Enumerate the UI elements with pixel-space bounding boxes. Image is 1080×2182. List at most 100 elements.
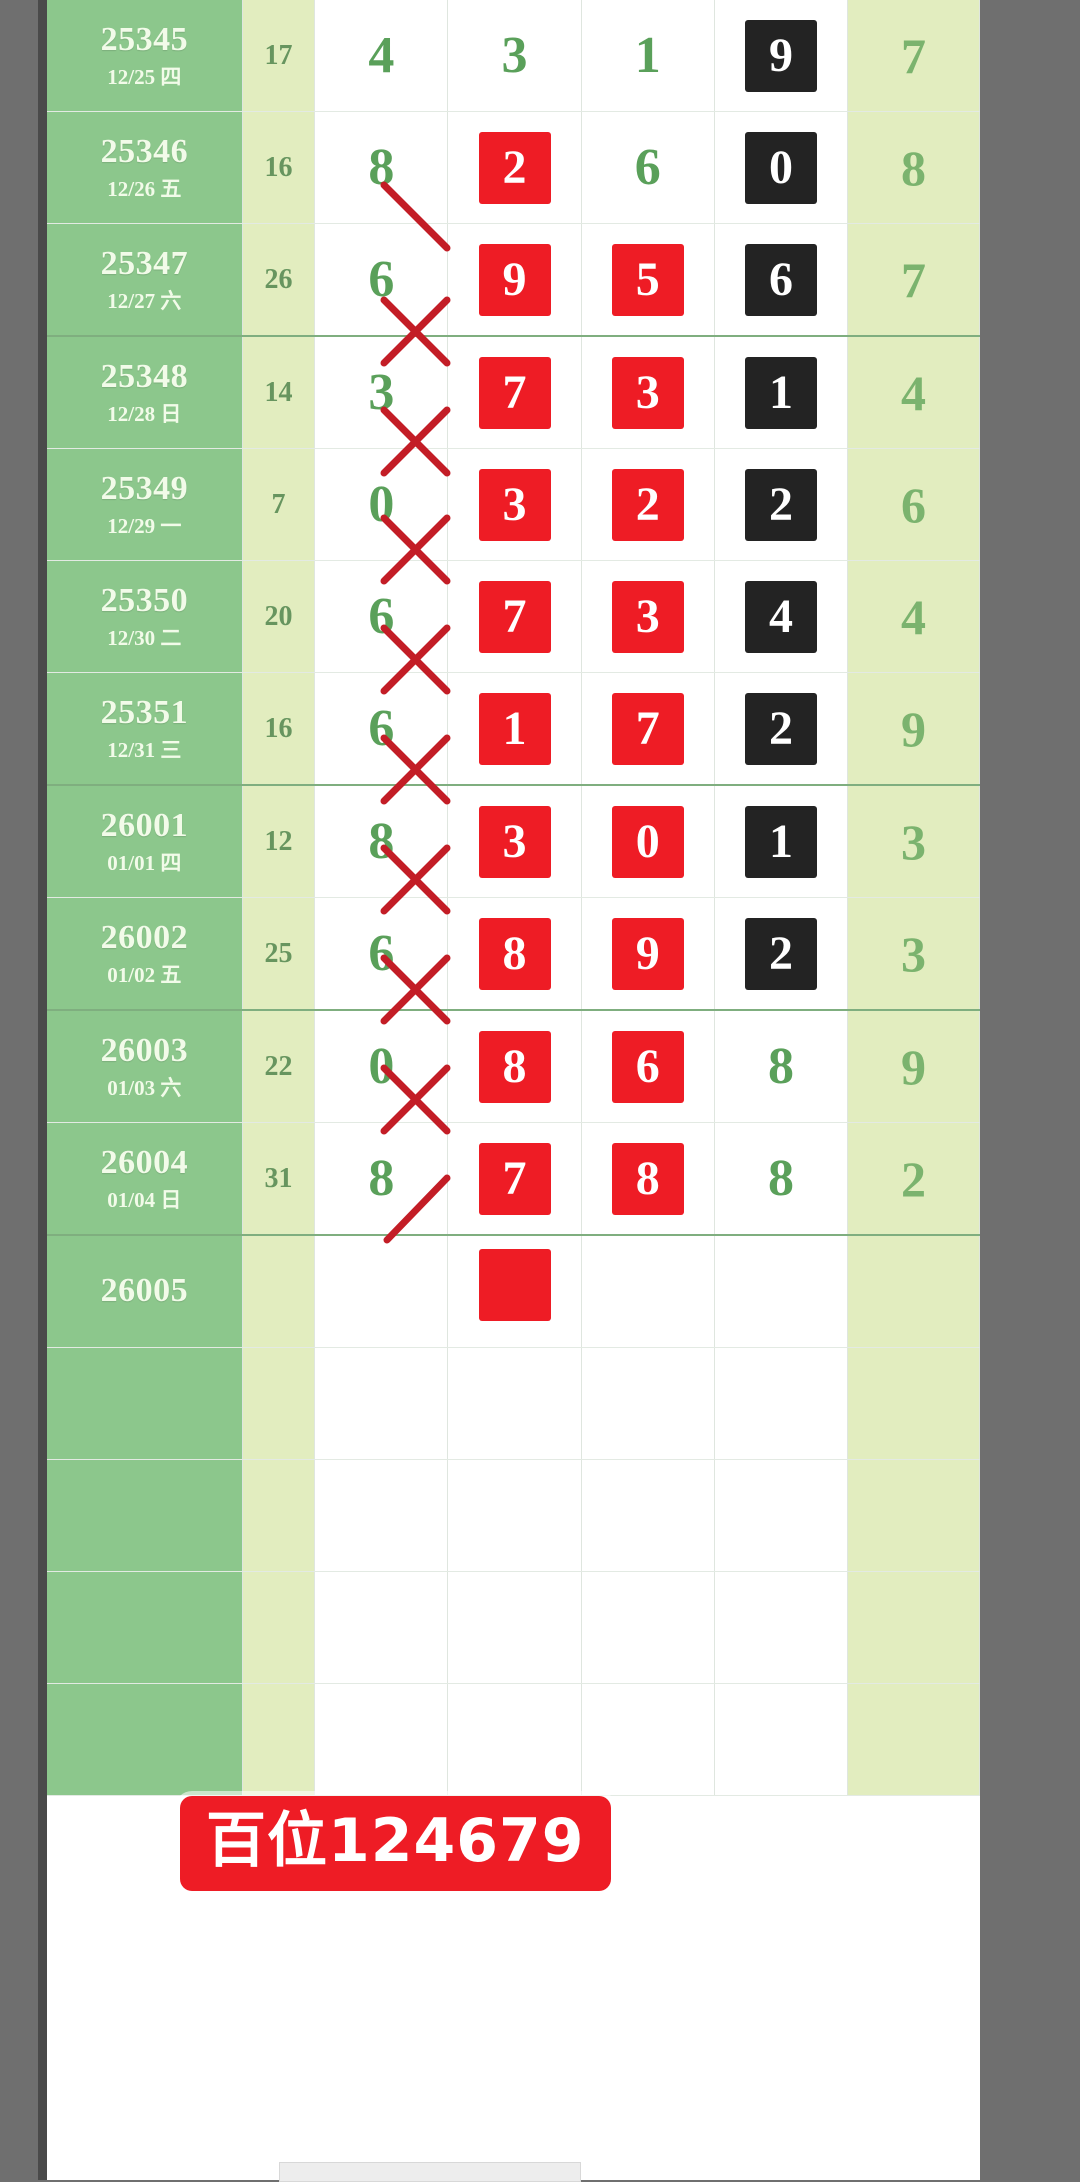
digit-cell-4[interactable]: 1 bbox=[714, 785, 849, 898]
digit-cell-3[interactable]: 6 bbox=[581, 111, 715, 224]
table-row[interactable]: 25346 12/26 五 16 8 2 6 0 8 bbox=[47, 111, 980, 224]
digit-value: 4 bbox=[368, 27, 395, 84]
prediction-banner[interactable]: 百位124679 bbox=[180, 1796, 611, 1891]
digit-cell-1[interactable]: 8 bbox=[314, 1122, 449, 1236]
issue-cell[interactable]: 26005 bbox=[47, 1235, 243, 1348]
digit-cell-3[interactable]: 5 bbox=[581, 223, 715, 337]
digit-cell-2[interactable]: 2 bbox=[447, 111, 582, 224]
table-row[interactable]: 26003 01/03 六 22 0 8 6 8 9 bbox=[47, 1010, 980, 1123]
digit-cell-3[interactable]: 6 bbox=[581, 1010, 715, 1123]
digit-box-red: 9 bbox=[611, 917, 684, 990]
digit-cell-4[interactable]: 6 bbox=[714, 223, 849, 337]
table-row[interactable]: 26001 01/01 四 12 8 3 0 1 3 bbox=[47, 785, 980, 898]
digit-cell-1[interactable]: 6 bbox=[314, 672, 449, 786]
digit-cell-1[interactable]: 4 bbox=[314, 0, 449, 112]
empty-digit-cell-3 bbox=[581, 1571, 715, 1684]
digit-value: 0 bbox=[368, 476, 395, 533]
table-row[interactable]: 25348 12/28 日 14 3 7 3 1 4 bbox=[47, 336, 980, 449]
digit-cell-2[interactable]: 3 bbox=[447, 785, 582, 898]
digit-cell-3[interactable]: 7 bbox=[581, 672, 715, 786]
digit-cell-2[interactable]: 3 bbox=[447, 448, 582, 561]
last-digit-cell: 7 bbox=[847, 0, 980, 112]
table-row[interactable]: 26005 bbox=[47, 1235, 980, 1348]
digit-cell-1[interactable]: 3 bbox=[314, 336, 449, 449]
digit-box-red: 3 bbox=[611, 356, 684, 429]
digit-cell-3[interactable]: 0 bbox=[581, 785, 715, 898]
digit-cell-1[interactable]: 6 bbox=[314, 223, 449, 337]
issue-cell[interactable]: 26001 01/01 四 bbox=[47, 785, 243, 898]
digit-cell-2[interactable]: 8 bbox=[447, 1010, 582, 1123]
table-row[interactable]: 25351 12/31 三 16 6 1 7 2 9 bbox=[47, 672, 980, 786]
issue-number: 25348 bbox=[100, 358, 189, 396]
digit-cell-4[interactable]: 1 bbox=[714, 336, 849, 449]
issue-cell[interactable]: 25345 12/25 四 bbox=[47, 0, 243, 112]
digit-cell-3[interactable]: 8 bbox=[581, 1122, 715, 1236]
empty-last-cell bbox=[847, 1683, 980, 1796]
issue-number: 26005 bbox=[100, 1272, 189, 1310]
table-row[interactable]: 26004 01/04 日 31 8 7 8 8 2 bbox=[47, 1122, 980, 1236]
sum-cell: 12 bbox=[242, 785, 316, 898]
empty-digit-cell-3 bbox=[581, 1347, 715, 1460]
digit-cell-2[interactable]: 7 bbox=[447, 1122, 582, 1236]
digit-cell-2[interactable]: 3 bbox=[447, 0, 582, 112]
digit-cell-2[interactable] bbox=[447, 1235, 582, 1348]
empty-last-cell bbox=[847, 1571, 980, 1684]
digit-cell-4[interactable]: 0 bbox=[714, 111, 849, 224]
digit-cell-3[interactable]: 9 bbox=[581, 897, 715, 1011]
digit-cell-4[interactable]: 4 bbox=[714, 560, 849, 673]
issue-cell[interactable]: 25351 12/31 三 bbox=[47, 672, 243, 786]
digit-cell-4[interactable]: 9 bbox=[714, 0, 849, 112]
digit-cell-1 bbox=[314, 1235, 449, 1348]
digit-box-red: 2 bbox=[611, 468, 684, 541]
issue-cell[interactable]: 26002 01/02 五 bbox=[47, 897, 243, 1011]
digit-cell-1[interactable]: 6 bbox=[314, 897, 449, 1011]
digit-cell-3[interactable]: 3 bbox=[581, 560, 715, 673]
digit-cell-1[interactable]: 8 bbox=[314, 111, 449, 224]
digit-cell-1[interactable]: 6 bbox=[314, 560, 449, 673]
table-row[interactable]: 25350 12/30 二 20 6 7 3 4 4 bbox=[47, 560, 980, 673]
issue-number: 25350 bbox=[100, 582, 189, 620]
issue-cell[interactable]: 25350 12/30 二 bbox=[47, 560, 243, 673]
digit-cell-2[interactable]: 9 bbox=[447, 223, 582, 337]
issue-cell[interactable]: 25347 12/27 六 bbox=[47, 223, 243, 337]
digit-box-black: 2 bbox=[744, 692, 817, 765]
digit-cell-3[interactable]: 2 bbox=[581, 448, 715, 561]
table-row[interactable]: 25345 12/25 四 17 4 3 1 9 7 bbox=[47, 0, 980, 112]
digit-cell-3[interactable]: 3 bbox=[581, 336, 715, 449]
digit-cell-4[interactable]: 8 bbox=[714, 1122, 849, 1236]
empty-digit-cell-4 bbox=[714, 1683, 849, 1796]
digit-cell-1[interactable]: 0 bbox=[314, 1010, 449, 1123]
table-row[interactable]: 25347 12/27 六 26 6 9 5 6 7 bbox=[47, 223, 980, 337]
empty-digit-cell-3 bbox=[581, 1459, 715, 1572]
issue-cell[interactable]: 25346 12/26 五 bbox=[47, 111, 243, 224]
table-row[interactable]: 26002 01/02 五 25 6 8 9 2 3 bbox=[47, 897, 980, 1011]
issue-cell[interactable]: 26004 01/04 日 bbox=[47, 1122, 243, 1236]
digit-box-black: 9 bbox=[744, 19, 817, 92]
issue-cell[interactable]: 25348 12/28 日 bbox=[47, 336, 243, 449]
digit-cell-4[interactable]: 8 bbox=[714, 1010, 849, 1123]
last-digit-cell: 6 bbox=[847, 448, 980, 561]
issue-number: 26001 bbox=[100, 807, 189, 845]
last-digit-cell: 3 bbox=[847, 785, 980, 898]
digit-cell-4[interactable]: 2 bbox=[714, 897, 849, 1011]
digit-value: 0 bbox=[368, 1038, 395, 1095]
digit-cell-1[interactable]: 8 bbox=[314, 785, 449, 898]
table-row-empty bbox=[47, 1683, 980, 1796]
issue-number: 25345 bbox=[100, 21, 189, 59]
empty-issue-cell bbox=[47, 1347, 243, 1460]
digit-cell-2[interactable]: 1 bbox=[447, 672, 582, 786]
issue-cell[interactable]: 25349 12/29 一 bbox=[47, 448, 243, 561]
digit-cell-3[interactable]: 1 bbox=[581, 0, 715, 112]
digit-cell-1[interactable]: 0 bbox=[314, 448, 449, 561]
digit-cell-4[interactable]: 2 bbox=[714, 448, 849, 561]
digit-cell-2[interactable]: 7 bbox=[447, 336, 582, 449]
empty-last-cell bbox=[847, 1459, 980, 1572]
digit-value: 6 bbox=[368, 700, 395, 757]
issue-cell[interactable]: 26003 01/03 六 bbox=[47, 1010, 243, 1123]
digit-cell-4[interactable]: 2 bbox=[714, 672, 849, 786]
empty-sum-cell bbox=[242, 1459, 316, 1572]
issue-number: 26004 bbox=[100, 1144, 189, 1182]
digit-cell-2[interactable]: 7 bbox=[447, 560, 582, 673]
digit-cell-2[interactable]: 8 bbox=[447, 897, 582, 1011]
